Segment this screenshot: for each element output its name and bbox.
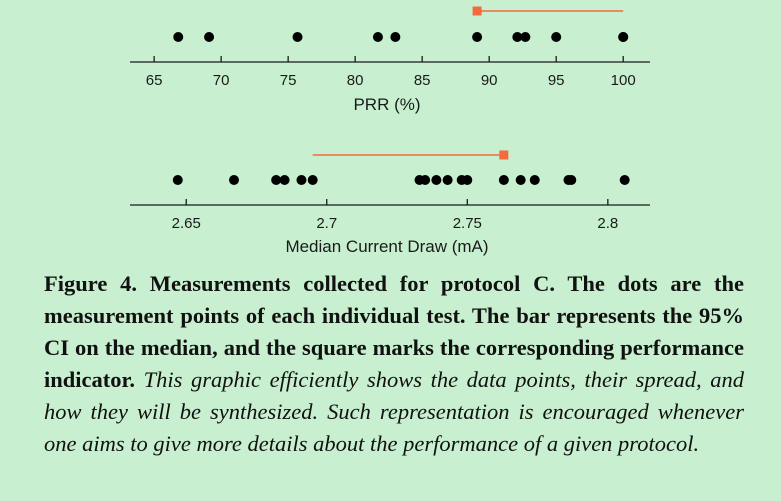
data-point [619, 175, 630, 185]
x-tick-label: 2.65 [172, 215, 201, 232]
data-point [271, 175, 282, 185]
x-tick-label: 85 [414, 72, 431, 89]
performance-indicator-square [472, 6, 482, 16]
x-tick-label: 2.8 [597, 215, 618, 232]
data-point [279, 175, 290, 185]
data-point [229, 175, 239, 185]
x-tick-label: 2.7 [316, 215, 337, 232]
data-point [173, 32, 184, 42]
figure-caption: Figure 4. Measurements collected for pro… [44, 268, 744, 460]
data-point [172, 175, 183, 185]
data-point [296, 175, 307, 185]
data-point [529, 175, 540, 185]
x-tick-label: 65 [146, 72, 163, 89]
caption-italic-text: This graphic efficiently shows the data … [44, 367, 744, 456]
data-point [420, 175, 431, 185]
data-point [515, 175, 526, 185]
data-point [498, 175, 509, 185]
data-point [512, 32, 523, 42]
data-point [618, 32, 629, 42]
x-tick-label: 90 [481, 72, 498, 89]
caption-bold-text: Figure 4. Measurements collected for pro… [44, 271, 744, 392]
x-tick-label: 2.75 [453, 215, 482, 232]
data-point [204, 32, 215, 42]
x-tick-label: 80 [347, 72, 364, 89]
data-point [472, 32, 483, 42]
data-point [442, 175, 453, 185]
data-point [307, 175, 318, 185]
data-point [372, 32, 383, 42]
figure-charts: 65 70 75 80 85 90 95 100 PRR (%) 2.65 2.7 2.75 2.8 Me… [130, 6, 650, 256]
performance-indicator-square [499, 150, 509, 160]
x-axis-label: PRR (%) [353, 95, 420, 114]
chart-1: 65 70 75 80 85 90 95 100 PRR (%) [130, 6, 650, 114]
data-point [566, 175, 577, 185]
x-tick-label: 75 [280, 72, 297, 89]
data-point [431, 175, 442, 185]
data-point [390, 32, 401, 42]
x-tick-label: 70 [213, 72, 230, 89]
x-tick-label: 95 [548, 72, 565, 89]
x-tick-label: 100 [611, 72, 636, 89]
data-point [551, 32, 562, 42]
chart-2: 2.65 2.7 2.75 2.8 Median Current Draw (mA) [130, 150, 650, 256]
data-point [462, 175, 473, 185]
x-axis-label: Median Current Draw (mA) [285, 237, 488, 256]
data-point [292, 32, 303, 42]
data-point [520, 32, 531, 42]
